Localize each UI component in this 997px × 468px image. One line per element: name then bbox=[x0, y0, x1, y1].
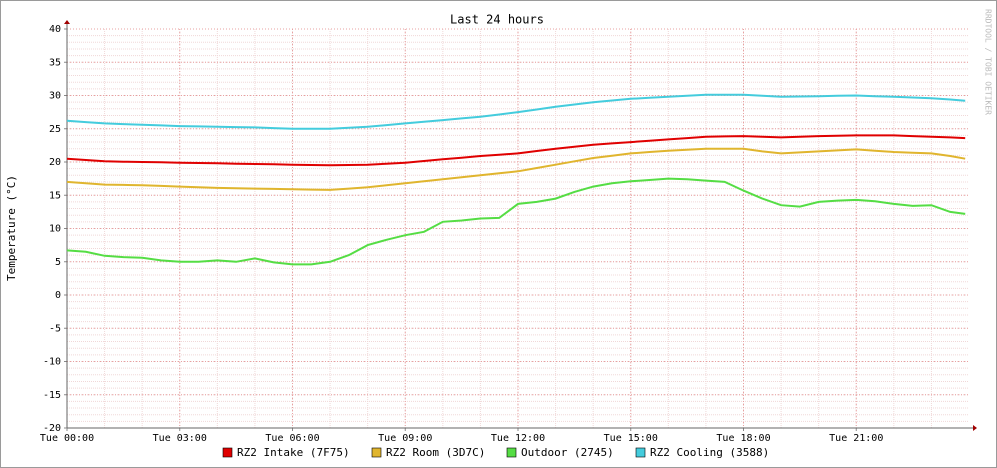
legend-swatch bbox=[371, 447, 382, 458]
y-tick-label: -5 bbox=[49, 323, 61, 334]
legend-swatch bbox=[635, 447, 646, 458]
y-tick-label: 40 bbox=[49, 24, 61, 35]
legend-label: RZ2 Cooling (3588) bbox=[650, 446, 769, 459]
series-line bbox=[66, 134, 966, 167]
y-tick-label: 25 bbox=[49, 124, 61, 135]
chart-title: Last 24 hours bbox=[450, 13, 544, 27]
y-tick-label: 30 bbox=[49, 91, 61, 102]
y-tick-label: -10 bbox=[43, 357, 61, 368]
y-tick-label: 20 bbox=[49, 157, 61, 168]
y-tick-label: 5 bbox=[55, 257, 61, 268]
legend-label: RZ2 Room (3D7C) bbox=[386, 446, 485, 459]
x-tick-label: Tue 06:00 bbox=[265, 433, 319, 444]
x-tick-label: Tue 03:00 bbox=[153, 433, 207, 444]
y-tick-label: 35 bbox=[49, 57, 61, 68]
x-tick-label: Tue 15:00 bbox=[604, 433, 658, 444]
series-line bbox=[66, 147, 966, 191]
y-tick-label: 10 bbox=[49, 224, 61, 235]
legend-swatch bbox=[222, 447, 233, 458]
series-line bbox=[66, 93, 966, 130]
y-tick-label: -15 bbox=[43, 390, 61, 401]
x-tick-label: Tue 18:00 bbox=[716, 433, 770, 444]
y-tick-label: 15 bbox=[49, 190, 61, 201]
y-axis-label: Temperature (°C) bbox=[5, 175, 18, 281]
legend-swatch bbox=[506, 447, 517, 458]
axis-arrow bbox=[973, 425, 977, 431]
series-line bbox=[66, 177, 966, 266]
axis-arrow bbox=[64, 20, 70, 24]
legend-label: RZ2 Intake (7F75) bbox=[237, 446, 350, 459]
x-tick-label: Tue 00:00 bbox=[40, 433, 94, 444]
watermark: RRDTOOL / TOBI OETIKER bbox=[984, 9, 993, 115]
x-tick-label: Tue 09:00 bbox=[378, 433, 432, 444]
y-tick-label: 0 bbox=[55, 290, 61, 301]
x-tick-label: Tue 12:00 bbox=[491, 433, 545, 444]
y-tick-label: -20 bbox=[43, 423, 61, 434]
x-tick-label: Tue 21:00 bbox=[829, 433, 883, 444]
legend-label: Outdoor (2745) bbox=[521, 446, 614, 459]
